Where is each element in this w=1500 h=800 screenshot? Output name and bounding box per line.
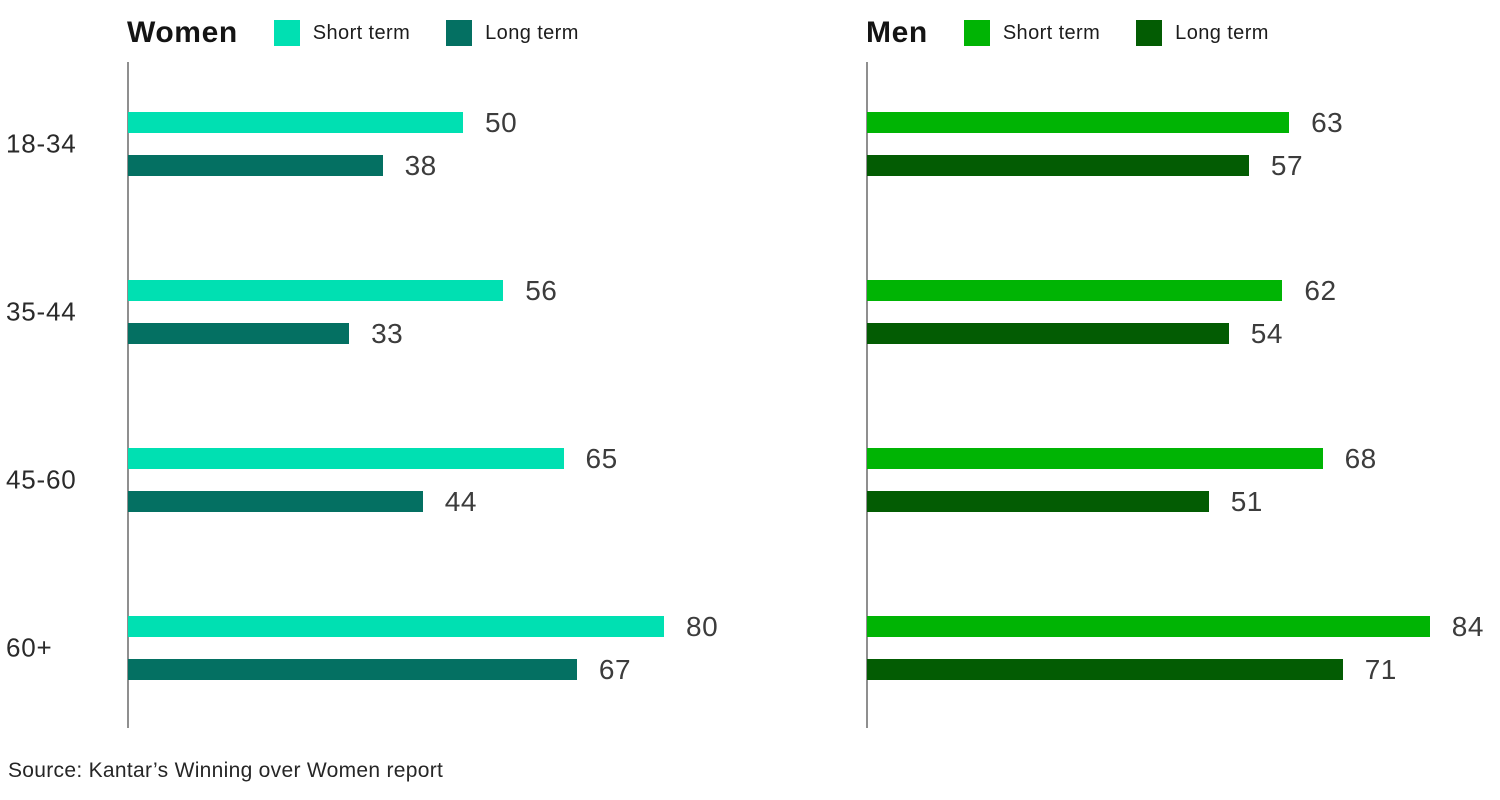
bar-men-long-18-34 [867, 155, 1249, 176]
y-axis-line-women [127, 62, 129, 728]
legend-swatch-icon [1136, 20, 1163, 46]
bar-women-short-45-60 [128, 448, 564, 469]
bar-value-label: 57 [1270, 149, 1304, 181]
category-label-45-60: 45-60 [6, 464, 77, 495]
bar-value-label: 65 [585, 442, 618, 474]
bar-women-long-60+ [128, 659, 577, 680]
bar-women-long-18-34 [128, 155, 383, 176]
bar-value-label: 38 [404, 149, 437, 181]
category-label-60+: 60+ [6, 632, 53, 663]
bar-value-label: 71 [1364, 653, 1397, 685]
category-label-35-44: 35-44 [6, 296, 77, 327]
bar-value-label: 62 [1304, 274, 1337, 306]
bar-value-label: 33 [371, 317, 404, 349]
y-axis-line-men [866, 62, 868, 728]
bar-men-long-60+ [867, 659, 1343, 680]
bar-men-long-35-44 [867, 323, 1229, 344]
legend-label: Long term [485, 21, 579, 44]
legend-item-women-1: Long term [446, 20, 579, 46]
panel-header-women: Women Short term Long term [127, 13, 579, 53]
bar-value-label: 63 [1311, 106, 1344, 138]
bar-men-long-45-60 [867, 491, 1209, 512]
bar-value-label: 50 [485, 106, 518, 138]
bar-women-long-35-44 [128, 323, 350, 344]
panel-title-men: Men [866, 16, 928, 49]
panel-header-men: Men Short term Long term [866, 13, 1269, 53]
bar-men-short-45-60 [867, 448, 1323, 469]
bar-value-label: 51 [1230, 485, 1263, 517]
bar-value-label: 80 [686, 610, 719, 642]
legend-label: Short term [1002, 21, 1101, 44]
bar-value-label: 67 [598, 653, 632, 685]
bar-women-short-60+ [128, 616, 664, 637]
legend-swatch-icon [446, 20, 473, 46]
legend-item-men-1: Long term [1136, 20, 1269, 46]
bar-women-short-18-34 [128, 112, 463, 133]
bar-women-short-35-44 [128, 280, 504, 301]
bar-men-short-35-44 [867, 280, 1283, 301]
bar-value-label: 68 [1344, 442, 1377, 474]
bar-women-long-45-60 [128, 491, 423, 512]
bar-value-label: 44 [444, 485, 477, 517]
bar-value-label: 84 [1451, 610, 1484, 642]
bar-value-label: 54 [1250, 317, 1283, 349]
bar-men-short-60+ [867, 616, 1430, 637]
bar-men-short-18-34 [867, 112, 1290, 133]
category-label-18-34: 18-34 [6, 128, 77, 159]
legend-item-men-0: Short term [963, 20, 1101, 46]
source-note: Source: Kantar’s Winning over Women repo… [8, 759, 444, 782]
legend-label: Long term [1175, 21, 1269, 44]
legend-item-women-0: Short term [273, 20, 411, 46]
bar-value-label: 56 [525, 274, 558, 306]
legend-label: Short term [312, 21, 411, 44]
legend-swatch-icon [963, 20, 990, 46]
legend-swatch-icon [273, 20, 300, 46]
panel-title-women: Women [127, 16, 238, 49]
